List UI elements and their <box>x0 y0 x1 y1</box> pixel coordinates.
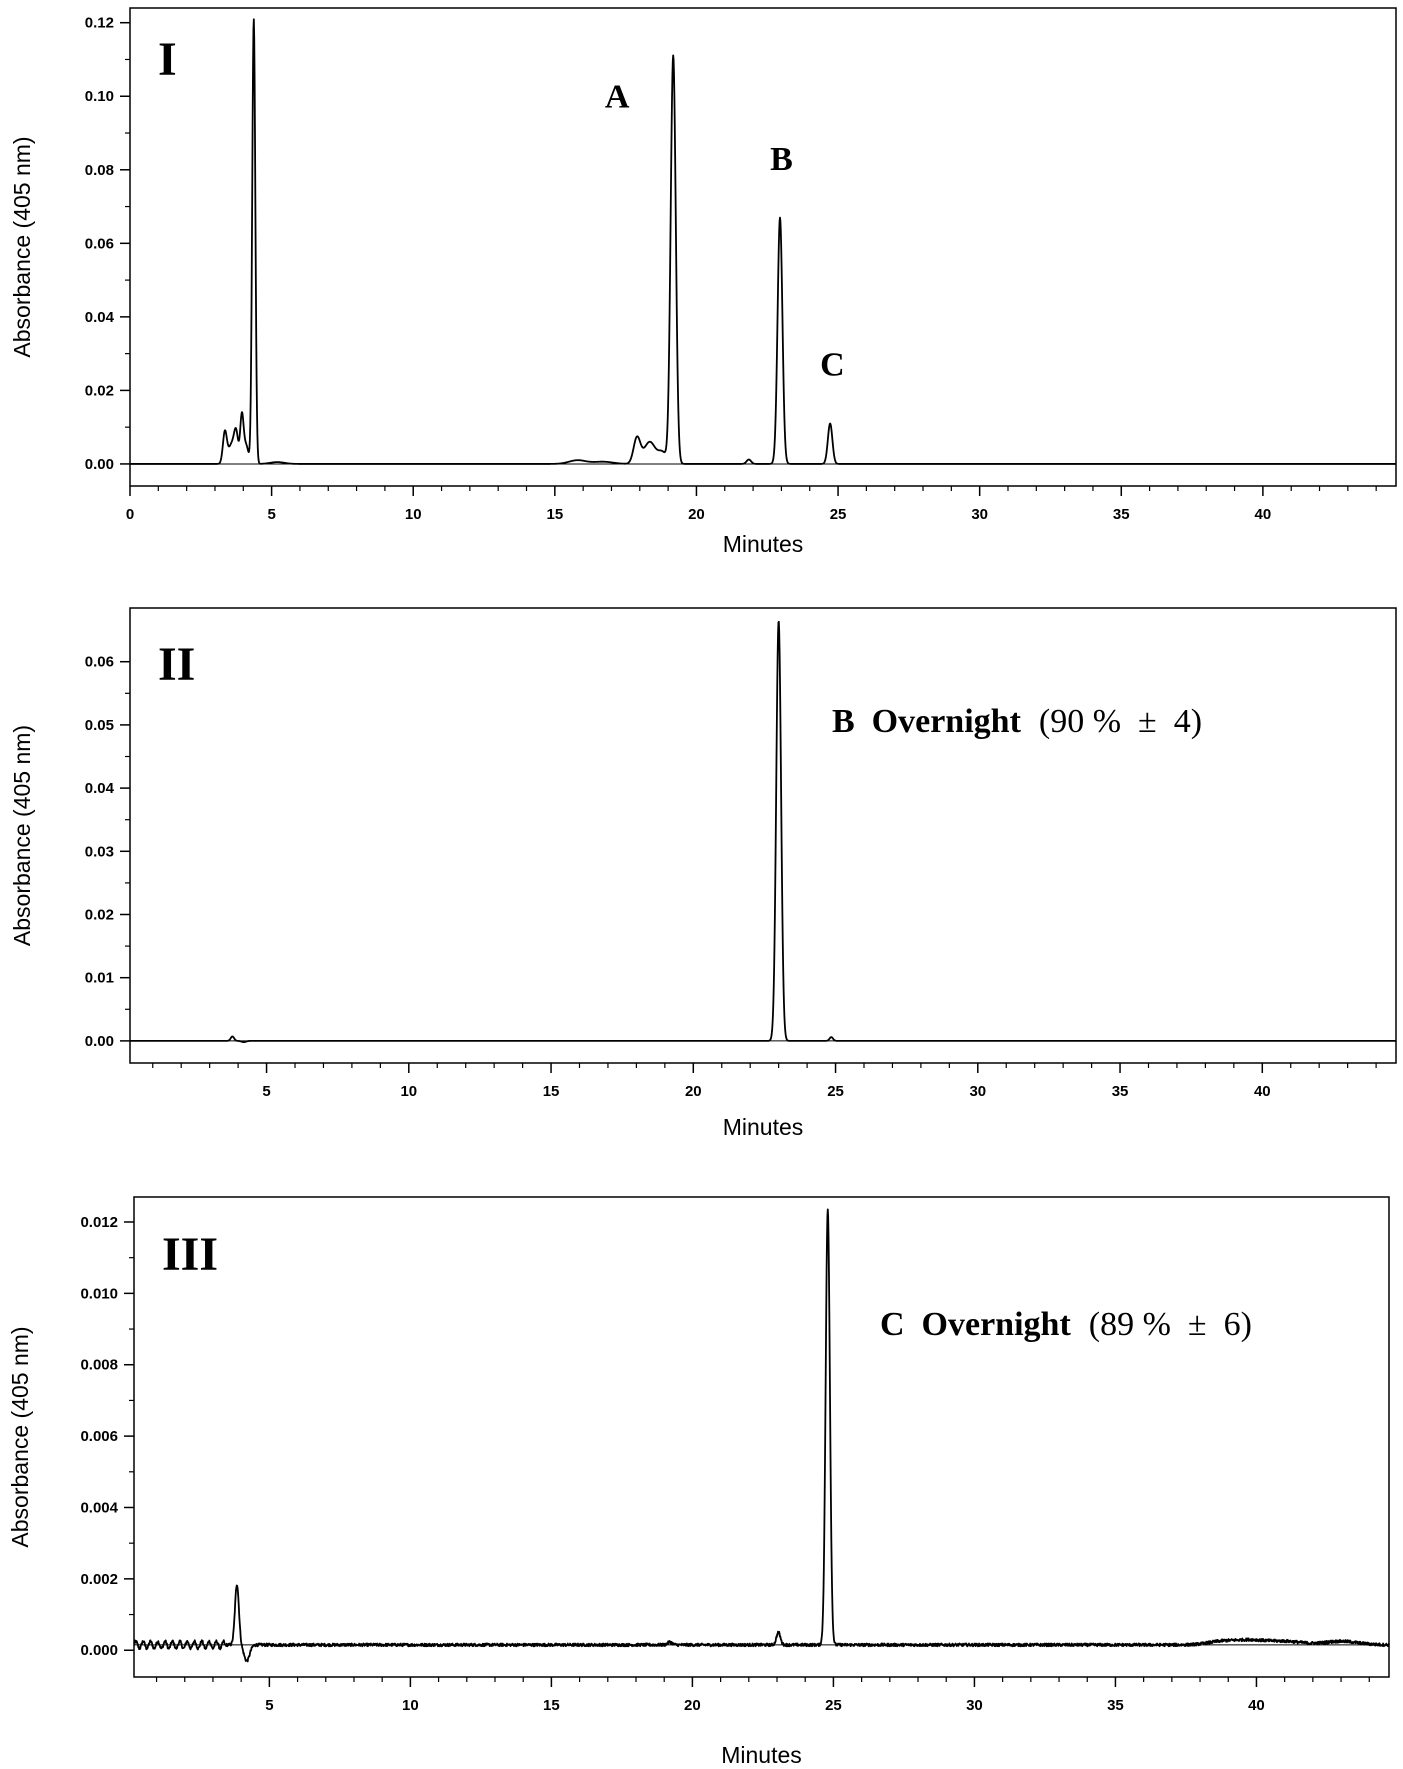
peak-label: B <box>770 141 793 178</box>
plot-frame <box>133 1196 1390 1678</box>
x-tick-label: 15 <box>543 1083 560 1100</box>
x-tick-label: 20 <box>685 1083 702 1100</box>
y-tick-label: 0.006 <box>80 1428 118 1445</box>
y-tick-label: 0.01 <box>85 970 114 987</box>
annotation-bold: C Overnight <box>880 1306 1071 1343</box>
y-tick-label: 0.008 <box>80 1357 118 1374</box>
y-axis-title: Absorbance (405 nm) <box>9 136 35 357</box>
x-tick-label: 10 <box>405 506 422 523</box>
x-tick-label: 30 <box>969 1083 986 1100</box>
x-tick-label: 30 <box>966 1697 983 1714</box>
x-tick-label: 5 <box>262 1083 270 1100</box>
chart-panel-2: 0.00 0.01 0.02 0.03 0.04 0.05 0.06 5 10 15 20 25 30 3… <box>9 607 1397 1140</box>
y-tick-label: 0.04 <box>85 309 115 326</box>
y-tick-label: 0.012 <box>80 1214 118 1231</box>
x-tick-label: 40 <box>1255 506 1272 523</box>
y-tick-label: 0.06 <box>85 654 114 671</box>
y-tick-label: 0.05 <box>85 717 114 734</box>
annotation: B Overnight (90 % ± 4) <box>832 703 1202 740</box>
chart-panel-1: 0.00 0.02 0.04 0.06 0.08 0.10 0.12 0 5 10 15 20 25 30… <box>9 7 1397 557</box>
x-tick-label: 15 <box>543 1697 560 1714</box>
x-tick-label: 25 <box>830 506 847 523</box>
y-tick-label: 0.06 <box>85 235 114 252</box>
plot-frame <box>129 7 1397 487</box>
y-tick-label: 0.02 <box>85 906 114 923</box>
annotation-normal: (90 % ± 4) <box>1039 703 1202 740</box>
x-tick-label: 40 <box>1254 1083 1271 1100</box>
x-tick-label: 30 <box>971 506 988 523</box>
x-tick-label: 40 <box>1248 1697 1265 1714</box>
y-tick-label: 0.12 <box>85 15 114 32</box>
x-tick-label: 5 <box>265 1697 273 1714</box>
panel-label: II <box>158 638 195 691</box>
x-tick-label: 25 <box>825 1697 842 1714</box>
x-tick-label: 20 <box>684 1697 701 1714</box>
peak-label: C <box>820 347 845 384</box>
x-tick-label: 25 <box>827 1083 844 1100</box>
annotation: C Overnight (89 % ± 6) <box>880 1306 1252 1343</box>
y-tick-label: 0.010 <box>80 1285 118 1302</box>
chart-panel-3: 0.000 0.002 0.004 0.006 0.008 0.010 0.012 5 10 15… <box>7 1196 1390 1768</box>
panel-label: III <box>162 1228 218 1281</box>
series-line-1 <box>133 1208 1390 1663</box>
y-tick-label: 0.00 <box>85 456 114 473</box>
y-tick-label: 0.03 <box>85 843 114 860</box>
y-axis-title: Absorbance (405 nm) <box>9 725 35 946</box>
annotation-normal: (89 % ± 6) <box>1089 1306 1252 1343</box>
y-tick-label: 0.004 <box>80 1499 118 1516</box>
y-axis-title: Absorbance (405 nm) <box>7 1326 33 1547</box>
series-line-1 <box>129 620 1397 1044</box>
series-line-1 <box>129 18 1397 465</box>
y-tick-label: 0.10 <box>85 88 114 105</box>
y-tick-label: 0.002 <box>80 1571 118 1588</box>
x-tick-label: 35 <box>1107 1697 1124 1714</box>
annotation-bold: B Overnight <box>832 703 1022 740</box>
x-axis-title: Minutes <box>723 531 804 557</box>
x-axis-title: Minutes <box>721 1742 802 1768</box>
x-tick-label: 35 <box>1113 506 1130 523</box>
x-tick-label: 0 <box>126 506 134 523</box>
x-tick-label: 15 <box>546 506 563 523</box>
y-tick-label: 0.000 <box>80 1642 118 1659</box>
x-tick-label: 10 <box>400 1083 417 1100</box>
x-tick-label: 5 <box>267 506 275 523</box>
y-tick-label: 0.08 <box>85 162 114 179</box>
panel-label: I <box>158 33 177 86</box>
x-tick-label: 10 <box>402 1697 419 1714</box>
y-tick-label: 0.00 <box>85 1033 114 1050</box>
plot-frame <box>129 607 1397 1064</box>
peak-label: A <box>605 78 630 115</box>
x-tick-label: 20 <box>688 506 705 523</box>
y-tick-label: 0.02 <box>85 382 114 399</box>
x-axis-title: Minutes <box>723 1114 804 1140</box>
x-tick-label: 35 <box>1112 1083 1129 1100</box>
y-tick-label: 0.04 <box>85 780 115 797</box>
